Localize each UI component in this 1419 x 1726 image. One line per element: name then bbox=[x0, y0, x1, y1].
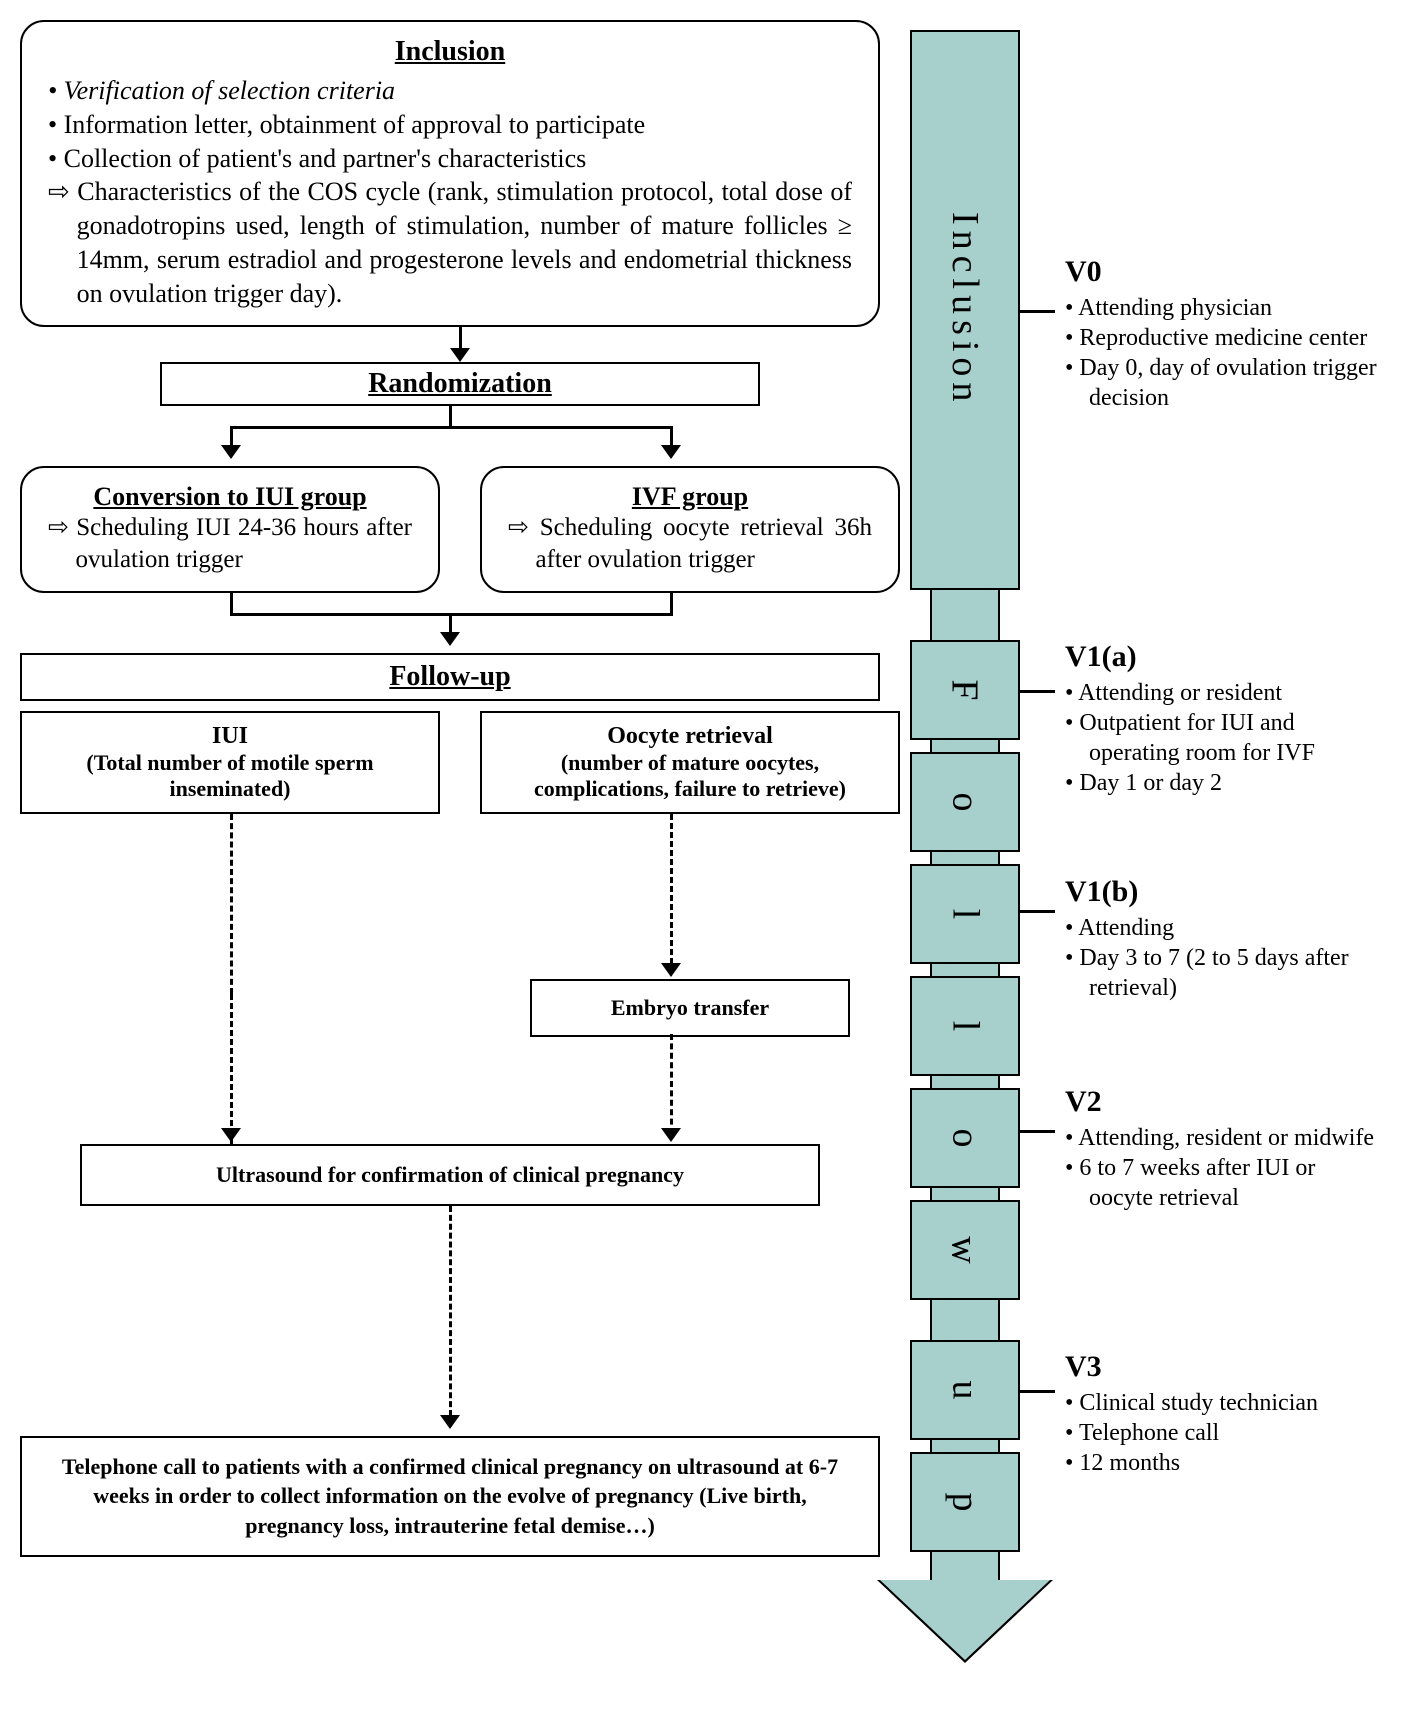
v1b-label: V1(b) Attending Day 3 to 7 (2 to 5 days … bbox=[1065, 875, 1385, 1003]
ivf-group-line: Scheduling oocyte retrieval 36h after ov… bbox=[508, 512, 872, 577]
iui-proc-head: IUI bbox=[36, 723, 424, 750]
ultrasound-label: Ultrasound for confirmation of clinical … bbox=[98, 1162, 802, 1188]
inclusion-bullet: Characteristics of the COS cycle (rank, … bbox=[48, 175, 852, 310]
v0-label: V0 Attending physician Reproductive medi… bbox=[1065, 255, 1385, 413]
inclusion-bullet: Verification of selection criteria bbox=[48, 74, 852, 108]
fu-seg: w bbox=[910, 1200, 1020, 1300]
ivf-group-box: IVF group Scheduling oocyte retrieval 36… bbox=[480, 466, 900, 593]
fu-seg: o bbox=[910, 752, 1020, 852]
v0-item: Reproductive medicine center bbox=[1065, 323, 1385, 353]
fu-seg: l bbox=[910, 864, 1020, 964]
v0-head: V0 bbox=[1065, 255, 1385, 289]
v0-item: Day 0, day of ovulation trigger decision bbox=[1065, 353, 1385, 413]
fu-seg: u bbox=[910, 1340, 1020, 1440]
v1a-head: V1(a) bbox=[1065, 640, 1385, 674]
v2-item: Attending, resident or midwife bbox=[1065, 1123, 1385, 1153]
v3-head: V3 bbox=[1065, 1350, 1385, 1384]
fu-seg: F bbox=[910, 640, 1020, 740]
v0-item: Attending physician bbox=[1065, 293, 1385, 323]
iui-proc-sub: (Total number of motile sperm inseminate… bbox=[36, 750, 424, 802]
ultrasound-box: Ultrasound for confirmation of clinical … bbox=[80, 1144, 820, 1206]
iui-proc-box: IUI (Total number of motile sperm insemi… bbox=[20, 711, 440, 814]
telephone-box: Telephone call to patients with a confir… bbox=[20, 1436, 880, 1557]
inclusion-title: Inclusion bbox=[48, 36, 852, 68]
inclusion-box: Inclusion Verification of selection crit… bbox=[20, 20, 880, 327]
v1a-item: Outpatient for IUI and operating room fo… bbox=[1065, 708, 1385, 768]
iui-group-title: Conversion to IUI group bbox=[48, 482, 412, 512]
v2-head: V2 bbox=[1065, 1085, 1385, 1119]
inclusion-arrow-label: Inclusion bbox=[943, 212, 987, 407]
v3-label: V3 Clinical study technician Telephone c… bbox=[1065, 1350, 1385, 1478]
ivf-group-title: IVF group bbox=[508, 482, 872, 512]
fu-seg: l bbox=[910, 976, 1020, 1076]
iui-group-box: Conversion to IUI group Scheduling IUI 2… bbox=[20, 466, 440, 593]
follow-up-title: Follow-up bbox=[28, 661, 872, 693]
v3-item: Clinical study technician bbox=[1065, 1388, 1385, 1418]
timeline-column: Inclusion V0 Attending physician Reprodu… bbox=[910, 20, 1390, 1557]
telephone-label: Telephone call to patients with a confir… bbox=[42, 1452, 858, 1541]
inclusion-arrow: Inclusion bbox=[910, 30, 1020, 590]
randomization-box: Randomization bbox=[160, 362, 760, 406]
v3-item: 12 months bbox=[1065, 1448, 1385, 1478]
fu-seg: p bbox=[910, 1452, 1020, 1552]
v1a-item: Attending or resident bbox=[1065, 678, 1385, 708]
oocyte-sub: (number of mature oocytes, complications… bbox=[496, 750, 884, 802]
v1b-head: V1(b) bbox=[1065, 875, 1385, 909]
v2-label: V2 Attending, resident or midwife 6 to 7… bbox=[1065, 1085, 1385, 1213]
follow-up-box: Follow-up bbox=[20, 653, 880, 701]
v3-item: Telephone call bbox=[1065, 1418, 1385, 1448]
v1a-item: Day 1 or day 2 bbox=[1065, 768, 1385, 798]
v2-item: 6 to 7 weeks after IUI or oocyte retriev… bbox=[1065, 1153, 1385, 1213]
inclusion-bullet: Collection of patient's and partner's ch… bbox=[48, 142, 852, 176]
v1a-label: V1(a) Attending or resident Outpatient f… bbox=[1065, 640, 1385, 798]
v1b-item: Day 3 to 7 (2 to 5 days after retrieval) bbox=[1065, 943, 1385, 1003]
flowchart-column: Inclusion Verification of selection crit… bbox=[20, 20, 900, 1557]
oocyte-head: Oocyte retrieval bbox=[496, 723, 884, 750]
inclusion-bullet: Information letter, obtainment of approv… bbox=[48, 108, 852, 142]
fu-seg: o bbox=[910, 1088, 1020, 1188]
iui-group-line: Scheduling IUI 24-36 hours after ovulati… bbox=[48, 512, 412, 577]
oocyte-box: Oocyte retrieval (number of mature oocyt… bbox=[480, 711, 900, 814]
v1b-item: Attending bbox=[1065, 913, 1385, 943]
randomization-title: Randomization bbox=[368, 368, 552, 399]
